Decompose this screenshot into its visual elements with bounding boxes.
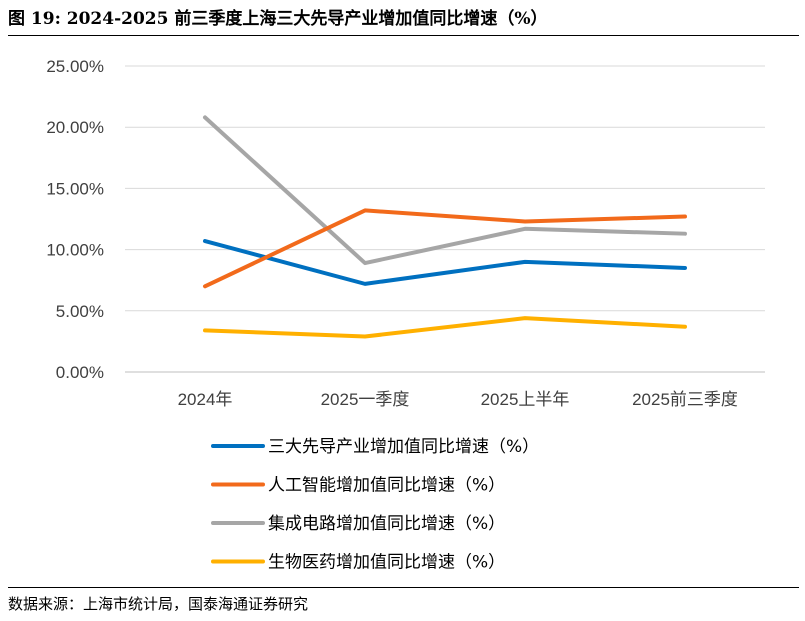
source-note: 数据来源：上海市统计局，国泰海通证券研究 <box>8 595 309 613</box>
x-tick-label: 2025上半年 <box>481 390 570 409</box>
legend: 三大先导产业增加值同比增速（%） 人工智能增加值同比增速（%） 集成电路增加值同比增… <box>211 437 539 573</box>
y-tick-label: 20.00% <box>46 118 104 137</box>
figure-title: 图 19: 2024-2025 前三季度上海三大先导产业增加值同比增速（%） <box>8 9 548 29</box>
series-lines <box>203 115 687 339</box>
y-tick-label: 5.00% <box>56 302 104 321</box>
legend-label: 人工智能增加值同比增速（%） <box>268 476 505 496</box>
x-tick-label: 2024年 <box>178 390 233 409</box>
series-line <box>203 239 687 286</box>
x-tick-label: 2025前三季度 <box>632 390 738 409</box>
top-rule <box>8 35 799 36</box>
series-line <box>203 208 687 289</box>
legend-label: 三大先导产业增加值同比增速（%） <box>268 437 539 457</box>
series-line <box>203 316 687 339</box>
legend-label: 生物医药增加值同比增速（%） <box>268 553 505 573</box>
x-tick-label: 2025一季度 <box>321 390 410 409</box>
y-tick-label: 10.00% <box>46 241 104 260</box>
x-axis: 2024年 2025一季度 2025上半年 2025前三季度 <box>178 390 738 409</box>
y-tick-label: 25.00% <box>46 57 104 76</box>
y-tick-label: 0.00% <box>56 363 104 382</box>
y-tick-label: 15.00% <box>46 179 104 198</box>
bottom-rule <box>8 587 799 588</box>
y-axis: 0.00% 5.00% 10.00% 15.00% 20.00% 25.00% <box>46 57 104 382</box>
series-line <box>203 115 687 266</box>
legend-label: 集成电路增加值同比增速（%） <box>268 514 505 534</box>
line-chart: 0.00% 5.00% 10.00% 15.00% 20.00% 25.00% 2024年… <box>46 57 765 573</box>
